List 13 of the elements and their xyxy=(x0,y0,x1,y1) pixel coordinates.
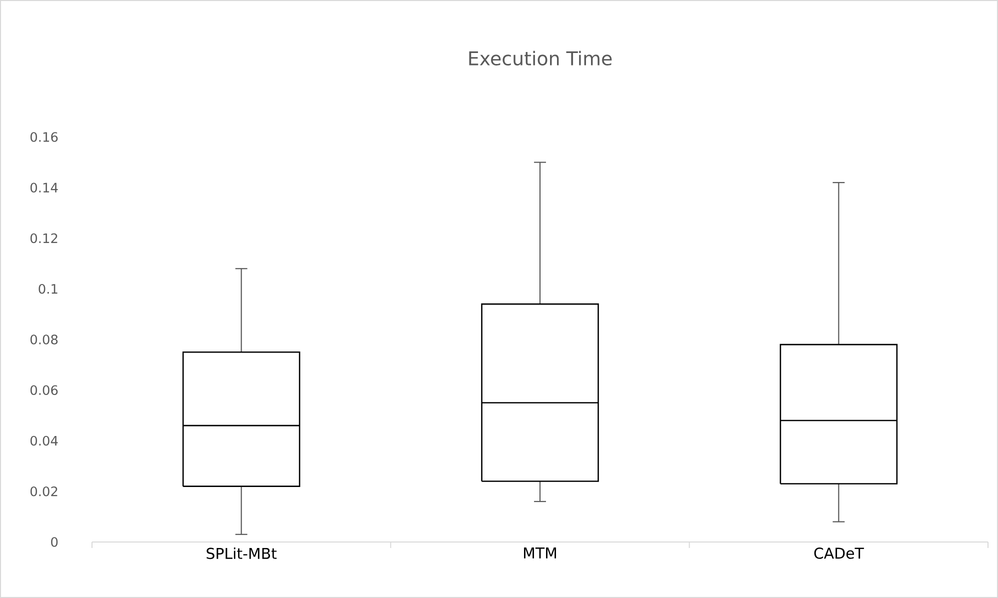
y-tick-label: 0.12 xyxy=(30,233,58,244)
x-tick-label: MTM xyxy=(524,548,556,558)
y-tick-label: 0.16 xyxy=(30,132,58,142)
y-tick-label: 0.1 xyxy=(38,284,58,294)
y-tick-label: 0.08 xyxy=(30,334,58,344)
y-tick-label: 0.02 xyxy=(30,486,58,496)
x-tick-label: CADeT xyxy=(814,548,864,559)
y-tick-label: 0.14 xyxy=(30,182,58,193)
y-tick-label: 0.04 xyxy=(30,436,58,446)
y-tick-label: 0.06 xyxy=(30,385,58,396)
chart-title: Execution Time xyxy=(469,50,612,66)
x-tick-label: SPLit-MBt xyxy=(206,548,277,560)
y-tick-label: 0 xyxy=(51,537,58,547)
